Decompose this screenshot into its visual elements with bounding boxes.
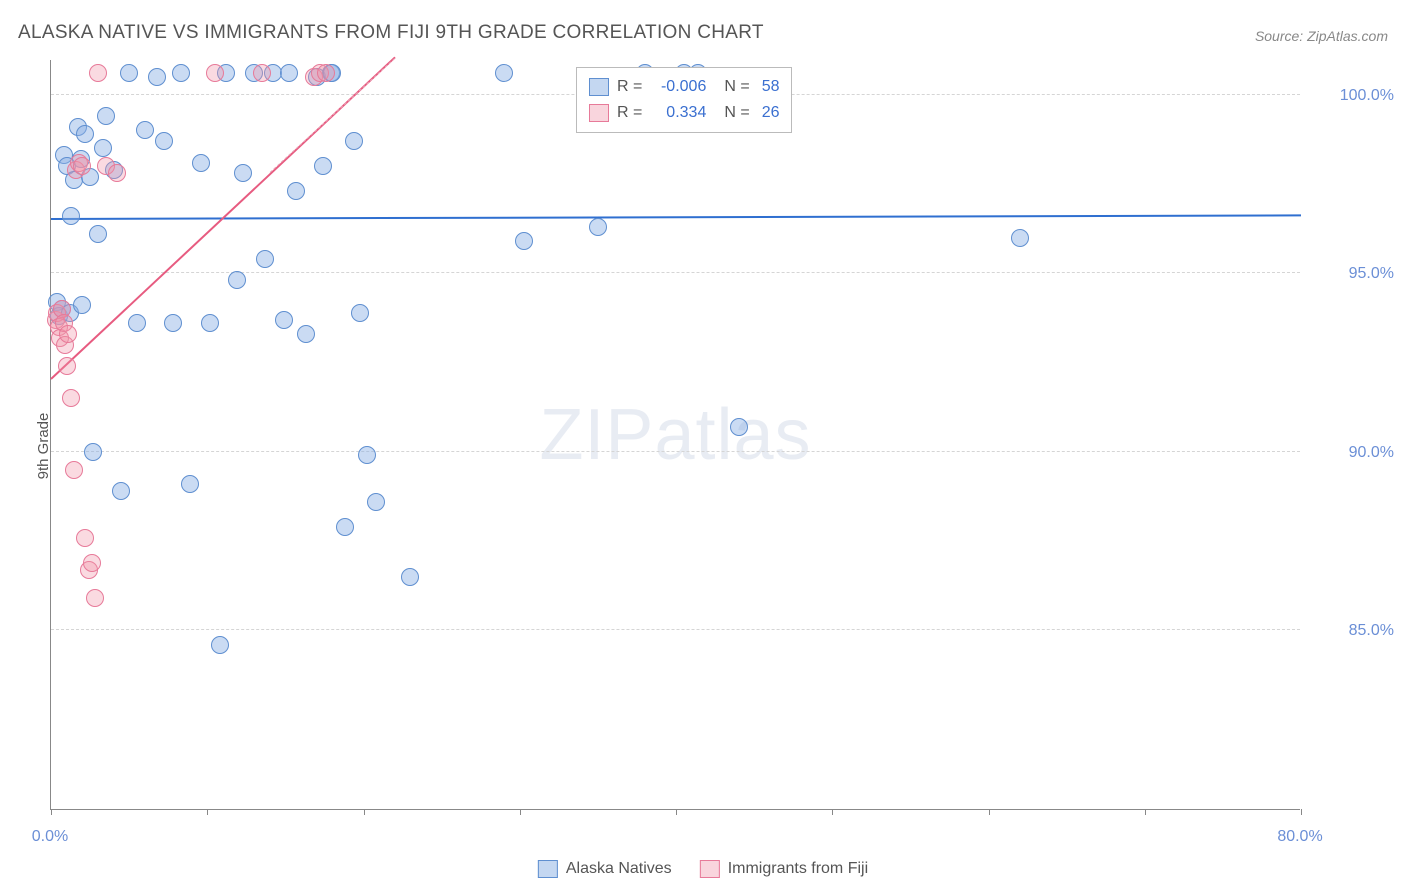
chart-title: ALASKA NATIVE VS IMMIGRANTS FROM FIJI 9T… xyxy=(18,22,764,44)
data-point xyxy=(65,461,83,479)
data-point xyxy=(351,304,369,322)
data-point xyxy=(206,64,224,82)
data-point xyxy=(589,218,607,236)
data-point xyxy=(62,207,80,225)
data-point xyxy=(280,64,298,82)
legend-bottom: Alaska Natives Immigrants from Fiji xyxy=(538,860,868,878)
data-point xyxy=(76,125,94,143)
data-point xyxy=(336,518,354,536)
stats-row: R = -0.006 N = 58 xyxy=(589,74,779,100)
swatch-pink-icon xyxy=(589,104,609,122)
y-tick-label: 85.0% xyxy=(1349,622,1394,640)
data-point xyxy=(192,154,210,172)
source-attribution: Source: ZipAtlas.com xyxy=(1255,28,1388,44)
data-point xyxy=(515,232,533,250)
data-point xyxy=(58,357,76,375)
data-point xyxy=(358,446,376,464)
data-point xyxy=(367,493,385,511)
data-point xyxy=(89,64,107,82)
x-tick-label: 0.0% xyxy=(32,828,68,846)
data-point xyxy=(228,271,246,289)
data-point xyxy=(275,311,293,329)
data-point xyxy=(1011,229,1029,247)
data-point xyxy=(201,314,219,332)
n-value: 26 xyxy=(762,104,780,122)
data-point xyxy=(86,589,104,607)
x-tick xyxy=(364,809,365,815)
x-tick xyxy=(989,809,990,815)
x-tick xyxy=(1145,809,1146,815)
data-point xyxy=(136,121,154,139)
stats-legend: R = -0.006 N = 58 R = 0.334 N = 26 xyxy=(576,67,792,133)
data-point xyxy=(62,389,80,407)
trend-line xyxy=(51,214,1301,220)
scatter-plot-area: ZIPatlas R = -0.006 N = 58 R = 0.334 N = 26 xyxy=(50,60,1300,810)
swatch-blue-icon xyxy=(589,78,609,96)
gridline xyxy=(51,451,1300,452)
legend-label: Alaska Natives xyxy=(566,860,672,878)
x-tick xyxy=(51,809,52,815)
stats-row: R = 0.334 N = 26 xyxy=(589,100,779,126)
data-point xyxy=(495,64,513,82)
legend-item-fiji: Immigrants from Fiji xyxy=(700,860,868,878)
data-point xyxy=(59,325,77,343)
data-point xyxy=(148,68,166,86)
data-point xyxy=(730,418,748,436)
data-point xyxy=(108,164,126,182)
y-tick-label: 95.0% xyxy=(1349,265,1394,283)
n-label: N = xyxy=(724,78,749,96)
data-point xyxy=(164,314,182,332)
data-point xyxy=(73,296,91,314)
r-label: R = xyxy=(617,78,642,96)
data-point xyxy=(211,636,229,654)
data-point xyxy=(317,64,335,82)
x-tick xyxy=(207,809,208,815)
swatch-blue-icon xyxy=(538,860,558,878)
data-point xyxy=(83,554,101,572)
x-tick xyxy=(832,809,833,815)
data-point xyxy=(97,107,115,125)
data-point xyxy=(128,314,146,332)
data-point xyxy=(172,64,190,82)
n-label: N = xyxy=(724,104,749,122)
data-point xyxy=(345,132,363,150)
gridline xyxy=(51,629,1300,630)
y-tick-label: 90.0% xyxy=(1349,444,1394,462)
data-point xyxy=(89,225,107,243)
data-point xyxy=(314,157,332,175)
data-point xyxy=(94,139,112,157)
legend-item-alaska: Alaska Natives xyxy=(538,860,672,878)
data-point xyxy=(297,325,315,343)
data-point xyxy=(73,157,91,175)
data-point xyxy=(287,182,305,200)
x-tick-label: 80.0% xyxy=(1277,828,1322,846)
x-tick xyxy=(1301,809,1302,815)
x-tick xyxy=(676,809,677,815)
data-point xyxy=(155,132,173,150)
data-point xyxy=(234,164,252,182)
watermark: ZIPatlas xyxy=(539,394,811,476)
data-point xyxy=(253,64,271,82)
n-value: 58 xyxy=(762,78,780,96)
data-point xyxy=(76,529,94,547)
data-point xyxy=(256,250,274,268)
r-value: -0.006 xyxy=(654,78,706,96)
legend-label: Immigrants from Fiji xyxy=(728,860,868,878)
data-point xyxy=(112,482,130,500)
r-label: R = xyxy=(617,104,642,122)
data-point xyxy=(401,568,419,586)
watermark-bold: ZIP xyxy=(539,395,654,475)
r-value: 0.334 xyxy=(654,104,706,122)
data-point xyxy=(120,64,138,82)
x-tick xyxy=(520,809,521,815)
data-point xyxy=(84,443,102,461)
y-tick-label: 100.0% xyxy=(1340,87,1394,105)
swatch-pink-icon xyxy=(700,860,720,878)
data-point xyxy=(181,475,199,493)
